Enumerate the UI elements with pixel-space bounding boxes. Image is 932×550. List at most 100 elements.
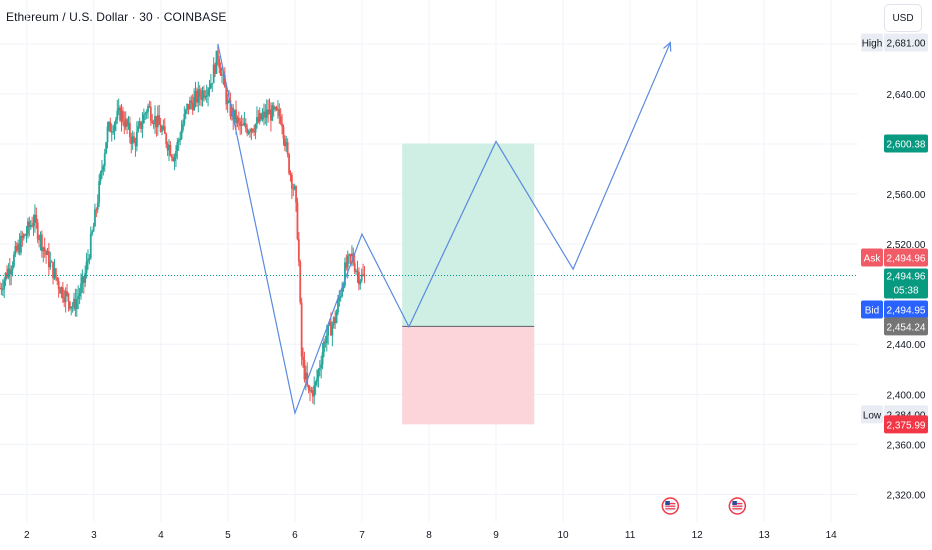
price-tag-label-bg bbox=[861, 248, 883, 267]
candle-body bbox=[225, 87, 228, 105]
long-position-tool[interactable] bbox=[402, 143, 535, 425]
projection-drawing[interactable] bbox=[217, 41, 672, 416]
candlestick-series bbox=[0, 44, 366, 405]
candle-body bbox=[313, 385, 316, 397]
candle-body bbox=[7, 268, 10, 278]
price-tag-label: Bid bbox=[865, 305, 879, 316]
candle-body bbox=[128, 122, 131, 138]
candle-body bbox=[351, 253, 353, 257]
candle-body bbox=[94, 209, 96, 227]
candle-body bbox=[158, 115, 161, 125]
candle-body bbox=[288, 154, 290, 174]
price-tag-stop bbox=[884, 415, 928, 434]
candle-body bbox=[176, 141, 179, 151]
price-tag-label-bg bbox=[861, 33, 883, 52]
candle-body bbox=[190, 100, 193, 104]
candle-body bbox=[349, 254, 352, 257]
candle-body bbox=[310, 390, 313, 392]
candle-body bbox=[253, 131, 256, 133]
candle-body bbox=[45, 251, 47, 255]
candle-body bbox=[21, 235, 24, 239]
candle-body bbox=[32, 223, 35, 227]
candle-body bbox=[36, 222, 39, 240]
candle-body bbox=[46, 250, 49, 255]
candle-body bbox=[292, 188, 295, 190]
price-tick-label: 2,400.00 bbox=[887, 390, 926, 401]
candle-body bbox=[256, 117, 258, 125]
candle-body bbox=[71, 306, 74, 308]
candle-body bbox=[24, 234, 27, 236]
candle-body bbox=[149, 106, 152, 121]
loss-zone[interactable] bbox=[402, 326, 535, 425]
currency-button[interactable]: USD bbox=[884, 4, 922, 32]
candle-body bbox=[324, 341, 327, 344]
candle-body bbox=[184, 109, 187, 115]
candle-body bbox=[80, 283, 82, 294]
price-tick-label: 2,360.00 bbox=[887, 440, 926, 451]
candle-body bbox=[278, 109, 281, 117]
candle-body bbox=[208, 88, 211, 90]
symbol-title[interactable]: Ethereum / U.S. Dollar · 30 · COINBASE bbox=[6, 10, 227, 24]
price-tick-label: 2,520.00 bbox=[887, 240, 926, 251]
price-tags: 2,681.00 High 2,600.38 2,494.96 Ask 2,494.95 B… bbox=[861, 33, 928, 434]
candle-body bbox=[239, 121, 242, 126]
profit-zone[interactable] bbox=[402, 143, 535, 327]
projection-path[interactable] bbox=[217, 42, 671, 416]
candle-body bbox=[50, 261, 53, 263]
candle-body bbox=[166, 144, 169, 151]
candle-body bbox=[264, 111, 267, 118]
candle-body bbox=[161, 128, 163, 132]
candle-body bbox=[289, 173, 292, 175]
candle-body bbox=[141, 123, 144, 129]
candle-body bbox=[337, 300, 339, 313]
candle-body bbox=[335, 312, 338, 323]
candle-body bbox=[34, 214, 36, 224]
candle-body bbox=[70, 306, 73, 309]
candle-body bbox=[244, 123, 247, 129]
candle-body bbox=[357, 272, 360, 285]
candle-body bbox=[327, 324, 330, 336]
candle-body bbox=[67, 293, 70, 302]
event-markers[interactable] bbox=[661, 497, 747, 515]
candle-body bbox=[332, 317, 335, 325]
candle-body bbox=[35, 214, 38, 223]
candle-body bbox=[60, 287, 63, 294]
candle-body bbox=[200, 96, 202, 100]
candle-body bbox=[115, 119, 117, 124]
candle-body bbox=[187, 103, 190, 110]
candle-body bbox=[99, 172, 102, 182]
bar-countdown: 05:38 bbox=[893, 285, 918, 296]
candle-body bbox=[344, 262, 346, 286]
candle-body bbox=[303, 359, 306, 380]
candle-body bbox=[126, 119, 128, 127]
candle-body bbox=[330, 321, 332, 336]
candle-body bbox=[201, 90, 204, 100]
candle-body bbox=[261, 115, 264, 120]
candle-body bbox=[272, 105, 275, 110]
candle-body bbox=[286, 142, 289, 155]
candle-body bbox=[290, 174, 293, 189]
candle-body bbox=[299, 261, 302, 303]
candle-body bbox=[73, 298, 75, 307]
candle-body bbox=[61, 287, 64, 299]
time-axis[interactable]: 2 3 4 5 6 7 8 9 10 11 12 13 14 bbox=[24, 530, 837, 541]
candle-body bbox=[106, 126, 109, 143]
candle-body bbox=[105, 142, 108, 154]
candle-body bbox=[82, 276, 85, 283]
price-tag-ask bbox=[884, 248, 928, 267]
candle-body bbox=[297, 239, 300, 262]
candle-body bbox=[360, 274, 363, 281]
price-tag-value: 2,494.96 bbox=[887, 253, 926, 264]
candle-body bbox=[275, 107, 278, 110]
candle-body bbox=[144, 113, 147, 115]
candle-body bbox=[197, 89, 200, 103]
candle-body bbox=[56, 277, 59, 281]
us-flag-icon[interactable] bbox=[661, 497, 680, 515]
candle-body bbox=[348, 254, 351, 256]
candle-body bbox=[359, 280, 362, 285]
candle-body bbox=[283, 138, 286, 147]
candle-body bbox=[254, 124, 257, 133]
candle-body bbox=[232, 107, 235, 120]
us-flag-icon[interactable] bbox=[728, 497, 747, 515]
